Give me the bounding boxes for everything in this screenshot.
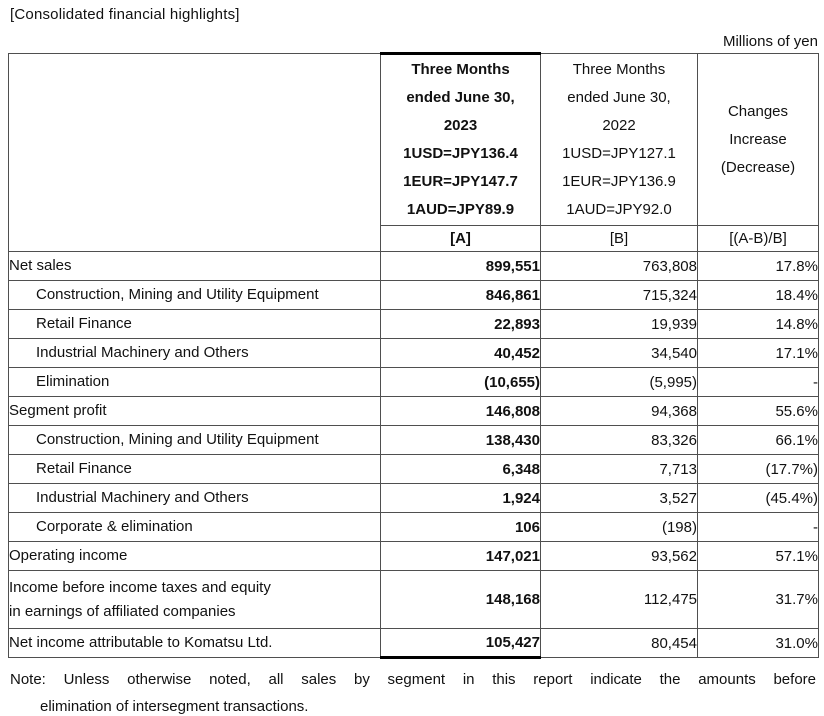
value-change: 14.8% xyxy=(697,309,819,339)
value-b: 112,475 xyxy=(540,570,698,629)
row-label: Construction, Mining and Utility Equipme… xyxy=(8,280,381,310)
value-a: 106 xyxy=(380,512,541,542)
value-b: 80,454 xyxy=(540,628,698,658)
value-b: 715,324 xyxy=(540,280,698,310)
table-row-net-sales-elimination: Elimination (10,655) (5,995) - xyxy=(8,367,819,397)
value-a: 148,168 xyxy=(380,570,541,629)
note: Note: Unless otherwise noted, all sales … xyxy=(10,669,816,716)
row-label: Segment profit xyxy=(8,396,381,426)
value-a: 105,427 xyxy=(380,628,541,659)
value-b: 19,939 xyxy=(540,309,698,339)
table-row-net-income: Net income attributable to Komatsu Ltd. … xyxy=(8,628,819,659)
subheader-ratio: [(A-B)/B] xyxy=(697,225,819,252)
value-change: 17.8% xyxy=(697,251,819,281)
row-label: Retail Finance xyxy=(8,309,381,339)
table-row-segment-profit-retail-finance: Retail Finance 6,348 7,713 (17.7%) xyxy=(8,454,819,484)
table-row-operating-income: Operating income 147,021 93,562 57.1% xyxy=(8,541,819,571)
value-b: (5,995) xyxy=(540,367,698,397)
row-label-header-cell xyxy=(8,53,381,252)
value-b: 34,540 xyxy=(540,338,698,368)
value-a: 146,808 xyxy=(380,396,541,426)
value-change: 57.1% xyxy=(697,541,819,571)
value-change: 31.7% xyxy=(697,570,819,629)
financial-table: Three Months ended June 30, 2023 1USD=JP… xyxy=(8,52,819,659)
value-a: 138,430 xyxy=(380,425,541,455)
value-a: 846,861 xyxy=(380,280,541,310)
value-change: (45.4%) xyxy=(697,483,819,513)
value-b: 83,326 xyxy=(540,425,698,455)
value-b: (198) xyxy=(540,512,698,542)
page: [Consolidated financial highlights] Mill… xyxy=(0,6,824,716)
header-row-keys: [A] [B] [(A-B)/B] xyxy=(9,225,819,252)
value-change: (17.7%) xyxy=(697,454,819,484)
table-row-segment-profit: Segment profit 146,808 94,368 55.6% xyxy=(8,396,819,426)
row-label: Industrial Machinery and Others xyxy=(8,483,381,513)
value-a: 147,021 xyxy=(380,541,541,571)
value-change: - xyxy=(697,367,819,397)
subheader-b: [B] xyxy=(540,225,698,252)
value-a: 899,551 xyxy=(380,251,541,281)
row-label: Operating income xyxy=(8,541,381,571)
col-header-2022: Three Months ended June 30, 2022 1USD=JP… xyxy=(540,53,698,226)
table-row-net-sales-cmue: Construction, Mining and Utility Equipme… xyxy=(8,280,819,310)
col-header-2023: Three Months ended June 30, 2023 1USD=JP… xyxy=(380,52,541,226)
value-change: 18.4% xyxy=(697,280,819,310)
row-label: Retail Finance xyxy=(8,454,381,484)
page-title: [Consolidated financial highlights] xyxy=(10,6,240,23)
note-line-2: elimination of intersegment transactions… xyxy=(40,698,309,715)
value-a: 40,452 xyxy=(380,338,541,368)
value-b: 93,562 xyxy=(540,541,698,571)
table-row-net-sales: Net sales 899,551 763,808 17.8% xyxy=(8,251,819,281)
table-row-net-sales-retail-finance: Retail Finance 22,893 19,939 14.8% xyxy=(8,309,819,339)
row-label: Elimination xyxy=(8,367,381,397)
value-a: 22,893 xyxy=(380,309,541,339)
table-row-segment-profit-industrial-machinery: Industrial Machinery and Others 1,924 3,… xyxy=(8,483,819,513)
value-change: 31.0% xyxy=(697,628,819,658)
value-b: 7,713 xyxy=(540,454,698,484)
value-a: 1,924 xyxy=(380,483,541,513)
row-label: Income before income taxes and equity in… xyxy=(8,570,381,629)
row-label: Net sales xyxy=(8,251,381,281)
note-line-1: Note: Unless otherwise noted, all sales … xyxy=(10,671,816,688)
row-label: Net income attributable to Komatsu Ltd. xyxy=(8,628,381,658)
value-a: 6,348 xyxy=(380,454,541,484)
unit-label: Millions of yen xyxy=(722,33,818,50)
value-b: 94,368 xyxy=(540,396,698,426)
row-label: Corporate & elimination xyxy=(8,512,381,542)
value-change: 17.1% xyxy=(697,338,819,368)
value-a: (10,655) xyxy=(380,367,541,397)
row-label: Construction, Mining and Utility Equipme… xyxy=(8,425,381,455)
value-b: 763,808 xyxy=(540,251,698,281)
value-change: 66.1% xyxy=(697,425,819,455)
subheader-a: [A] xyxy=(380,225,541,252)
value-change: 55.6% xyxy=(697,396,819,426)
row-label: Industrial Machinery and Others xyxy=(8,338,381,368)
col-header-changes: Changes Increase (Decrease) xyxy=(697,53,819,226)
table-row-income-before-taxes: Income before income taxes and equity in… xyxy=(8,570,819,629)
header-row-period: Three Months ended June 30, 2023 1USD=JP… xyxy=(8,52,819,252)
table-row-net-sales-industrial-machinery: Industrial Machinery and Others 40,452 3… xyxy=(8,338,819,368)
value-change: - xyxy=(697,512,819,542)
table-row-segment-profit-cmue: Construction, Mining and Utility Equipme… xyxy=(8,425,819,455)
table-row-corporate-elimination: Corporate & elimination 106 (198) - xyxy=(8,512,819,542)
value-b: 3,527 xyxy=(540,483,698,513)
